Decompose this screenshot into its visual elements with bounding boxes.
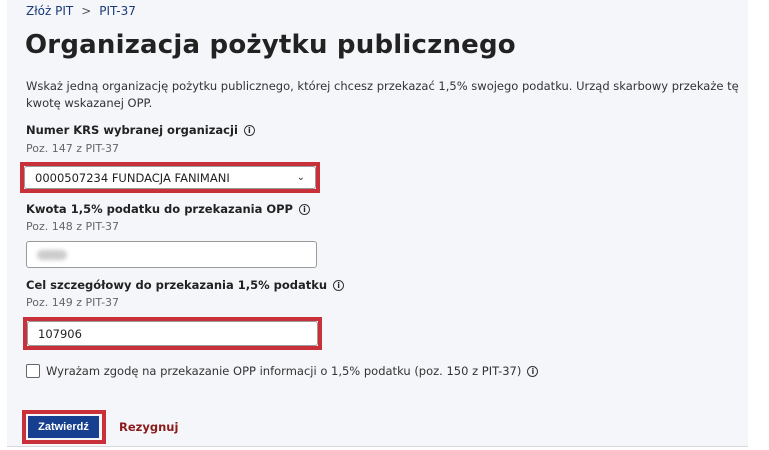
breadcrumb-link-pit37[interactable]: PIT-37 bbox=[99, 4, 136, 18]
consent-label-text: Wyrażam zgodę na przekazanie OPP informa… bbox=[46, 364, 522, 378]
krs-select[interactable]: 0000507234 FUNDACJA FANIMANI ⌄ bbox=[24, 166, 316, 189]
amount-input[interactable] bbox=[26, 241, 317, 268]
krs-position: Poz. 147 z PIT-37 bbox=[26, 142, 120, 155]
page-description: Wskaż jedną organizację pożytku publiczn… bbox=[26, 79, 739, 110]
info-icon[interactable]: i bbox=[298, 204, 310, 215]
goal-highlight bbox=[23, 317, 322, 350]
consent-label[interactable]: Wyrażam zgodę na przekazanie OPP informa… bbox=[46, 364, 539, 378]
submit-button[interactable]: Zatwierdź bbox=[28, 416, 99, 438]
krs-label: Numer KRS wybranej organizacji i bbox=[26, 123, 255, 137]
goal-label: Cel szczegółowy do przekazania 1,5% poda… bbox=[26, 278, 345, 292]
form-panel bbox=[7, 0, 748, 447]
info-icon[interactable]: i bbox=[333, 280, 345, 291]
blurred-amount bbox=[37, 249, 67, 260]
chevron-down-icon: ⌄ bbox=[296, 172, 305, 183]
consent-checkbox[interactable] bbox=[26, 364, 40, 378]
cancel-link[interactable]: Rezygnuj bbox=[119, 420, 179, 434]
krs-highlight bbox=[20, 162, 320, 193]
amount-position: Poz. 148 z PIT-37 bbox=[26, 220, 120, 233]
breadcrumb: Złóż PIT > PIT-37 bbox=[26, 4, 136, 18]
amount-label: Kwota 1,5% podatku do przekazania OPP i bbox=[26, 202, 310, 216]
krs-label-text: Numer KRS wybranej organizacji bbox=[26, 123, 238, 137]
breadcrumb-separator: > bbox=[81, 4, 92, 18]
krs-select-value: 0000507234 FUNDACJA FANIMANI bbox=[35, 170, 230, 185]
submit-highlight bbox=[22, 410, 106, 444]
info-icon[interactable]: i bbox=[243, 125, 255, 136]
amount-label-text: Kwota 1,5% podatku do przekazania OPP bbox=[26, 202, 293, 216]
goal-label-text: Cel szczegółowy do przekazania 1,5% poda… bbox=[26, 278, 328, 292]
goal-input-value: 107906 bbox=[38, 326, 82, 341]
goal-position: Poz. 149 z PIT-37 bbox=[26, 296, 120, 309]
breadcrumb-link-zloz-pit[interactable]: Złóż PIT bbox=[26, 4, 74, 18]
goal-input[interactable]: 107906 bbox=[27, 321, 318, 346]
info-icon[interactable]: i bbox=[527, 366, 539, 377]
page-title: Organizacja pożytku publicznego bbox=[25, 30, 516, 60]
